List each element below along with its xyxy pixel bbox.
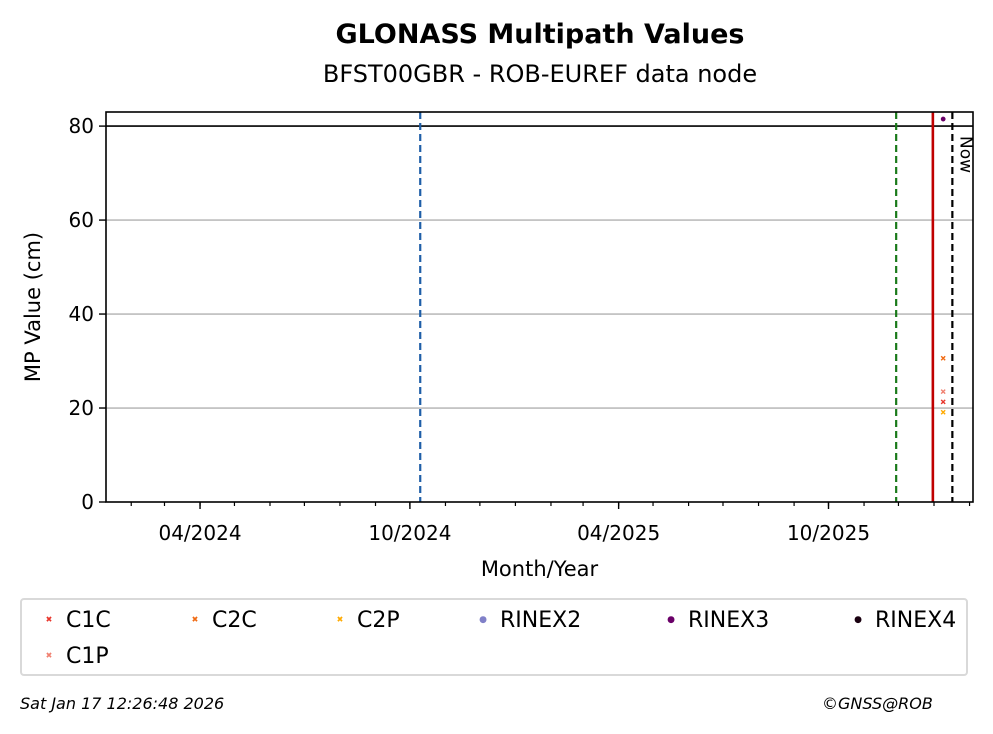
y-axis-label: MP Value (cm) — [21, 232, 45, 382]
legend-item: ✖ C2P — [331, 607, 400, 633]
legend: ✖ C1C ✖ C2C ✖ C2P ● RINEX2 ● RINEX3 ● RINEX4 ✖ C1P — [20, 598, 968, 676]
legend-item: ● RINEX2 — [474, 607, 582, 633]
data-point — [940, 409, 946, 415]
chart-title: GLONASS Multipath Values — [335, 19, 744, 50]
y-tick-label: 60 — [69, 208, 94, 232]
x-axis-label: Month/Year — [481, 557, 599, 581]
legend-label: C1P — [66, 643, 109, 669]
legend-label: RINEX3 — [688, 607, 770, 633]
legend-item: ● RINEX4 — [849, 607, 957, 633]
x-tick-label: 04/2025 — [577, 521, 660, 545]
chart-svg: GLONASS Multipath Values BFST00GBR - ROB-… — [21, 19, 975, 581]
legend-marker-icon: ✖ — [45, 651, 53, 660]
legend-label: RINEX4 — [875, 607, 957, 633]
legend-label: C2P — [357, 607, 400, 633]
data-point — [940, 116, 946, 122]
legend-label: C1C — [66, 607, 111, 633]
y-tick-label: 0 — [81, 490, 94, 514]
legend-marker-icon: ✖ — [336, 615, 344, 624]
legend-item: ● RINEX3 — [662, 607, 770, 633]
y-tick-label: 40 — [69, 302, 94, 326]
data-point — [940, 355, 946, 361]
data-point — [940, 389, 946, 395]
legend-label: RINEX2 — [500, 607, 582, 633]
legend-marker-icon: ✖ — [191, 615, 199, 624]
timestamp: Sat Jan 17 12:26:48 2026 — [20, 694, 225, 713]
y-tick-label: 20 — [69, 396, 94, 420]
legend-marker-icon: ● — [667, 615, 675, 625]
x-tick-label: 10/2024 — [368, 521, 451, 545]
x-tick-label: 10/2025 — [787, 521, 870, 545]
legend-item: ✖ C1P — [40, 643, 109, 669]
legend-label: C2C — [212, 607, 257, 633]
legend-marker-icon: ✖ — [45, 615, 53, 624]
x-tick-label: 04/2024 — [158, 521, 241, 545]
legend-marker-icon: ● — [479, 615, 487, 625]
credit: ©GNSS@ROB — [822, 694, 933, 713]
legend-marker-icon: ● — [854, 615, 862, 625]
now-label: Now — [955, 136, 975, 173]
y-tick-label: 80 — [69, 114, 94, 138]
data-point — [940, 399, 946, 405]
legend-item: ✖ C1C — [40, 607, 111, 633]
plot-frame — [105, 111, 974, 503]
legend-item: ✖ C2C — [186, 607, 257, 633]
chart-subtitle: BFST00GBR - ROB-EUREF data node — [323, 60, 757, 88]
